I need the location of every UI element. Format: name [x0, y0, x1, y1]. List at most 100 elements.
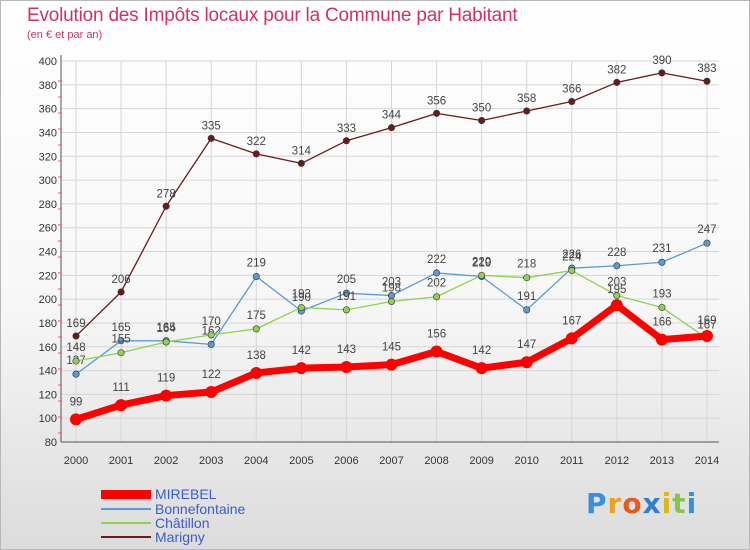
data-label-marigny: 390 — [652, 55, 671, 67]
data-point-mirebel — [250, 366, 263, 379]
data-point-bonnefontaine — [433, 269, 441, 277]
data-point-marigny — [387, 124, 395, 132]
x-tick-label: 2003 — [199, 455, 223, 467]
y-tick-label: 360 — [39, 104, 57, 116]
data-label-bonnefontaine: 203 — [382, 277, 401, 289]
y-tick-label: 80 — [45, 437, 57, 449]
data-point-mirebel — [340, 360, 353, 373]
x-tick-label: 2001 — [109, 455, 133, 467]
data-point-mirebel — [430, 345, 443, 358]
data-label-chatillon: 170 — [202, 316, 221, 328]
data-label-marigny: 356 — [427, 95, 446, 107]
data-label-mirebel: 111 — [112, 382, 129, 394]
y-tick-label: 340 — [39, 127, 57, 139]
data-point-bonnefontaine — [613, 262, 621, 270]
data-label-marigny: 358 — [517, 93, 536, 105]
x-tick-label: 2011 — [560, 455, 584, 467]
data-point-chatillon — [387, 298, 395, 306]
data-label-chatillon: 202 — [427, 278, 446, 290]
y-tick-labels: 80 100 120 140 160 180 200 220 240 260 280 300 320 34… — [39, 56, 57, 449]
y-tick-label: 300 — [39, 175, 57, 187]
data-point-chatillon — [117, 349, 125, 357]
legend-item-bonnefontaine: Bonnefontaine — [101, 502, 245, 516]
data-point-chatillon — [297, 303, 305, 311]
x-tick-label: 2008 — [424, 455, 448, 467]
legend-swatch-chatillon — [101, 522, 151, 524]
y-tick-label: 100 — [39, 413, 57, 425]
data-label-bonnefontaine: 165 — [157, 322, 176, 334]
data-label-chatillon: 220 — [472, 256, 491, 268]
legend-swatch-mirebel — [101, 489, 151, 499]
y-tick-label: 260 — [39, 223, 57, 235]
y-tick-label: 280 — [39, 199, 57, 211]
proxiti-logo: Proxiti — [586, 487, 697, 520]
data-point-marigny — [703, 77, 711, 85]
y-tick-label: 200 — [39, 294, 57, 306]
data-point-bonnefontaine — [72, 370, 80, 378]
data-label-chatillon: 191 — [337, 291, 356, 303]
y-tick-label: 400 — [39, 56, 57, 68]
data-label-chatillon: 224 — [562, 252, 582, 264]
data-point-marigny — [297, 159, 305, 167]
x-tick-labels: 2000 2001 2002 2003 2004 2005 2006 2007 2008 2009… — [64, 455, 719, 467]
data-label-marigny: 322 — [247, 136, 266, 148]
data-label-bonnefontaine: 165 — [111, 322, 130, 334]
data-label-bonnefontaine: 247 — [697, 224, 716, 236]
data-label-marigny: 206 — [111, 274, 130, 286]
data-label-bonnefontaine: 191 — [517, 291, 536, 303]
data-point-chatillon — [433, 293, 441, 301]
data-point-mirebel — [520, 356, 533, 369]
data-point-chatillon — [568, 267, 576, 275]
extra-data-labels: 195 169 — [607, 284, 716, 327]
data-label-mirebel: 142 — [292, 345, 311, 357]
data-point-bonnefontaine — [117, 337, 125, 345]
legend-item-chatillon: Châtillon — [101, 516, 209, 530]
data-point-mirebel — [610, 299, 623, 312]
data-label-marigny: 344 — [382, 110, 402, 122]
data-point-chatillon — [207, 331, 215, 339]
legend-item-mirebel: MIREBEL — [101, 487, 216, 501]
data-point-bonnefontaine — [207, 340, 215, 348]
y-tick-label: 160 — [39, 342, 57, 354]
legend-item-marigny: Marigny — [101, 530, 205, 544]
legend-label-chatillon: Châtillon — [155, 515, 210, 531]
data-label-marigny: 333 — [337, 123, 356, 135]
data-label-marigny: 383 — [697, 63, 716, 75]
data-point-marigny — [658, 69, 666, 77]
y-tick-label: 320 — [39, 151, 57, 163]
data-point-mirebel — [70, 413, 82, 426]
x-tick-label: 2013 — [650, 455, 674, 467]
data-point-marigny — [433, 109, 441, 117]
logo-letter: o — [622, 487, 643, 520]
data-point-chatillon — [523, 274, 531, 282]
x-tick-label: 2014 — [695, 455, 719, 467]
data-label-bonnefontaine: 226 — [562, 249, 581, 261]
data-label-marigny: 350 — [472, 103, 491, 115]
y-tick-label: 380 — [39, 80, 57, 92]
logo-letter: i — [661, 487, 673, 520]
data-point-bonnefontaine — [523, 306, 531, 314]
data-label-marigny: 314 — [292, 145, 312, 157]
logo-letter: x — [642, 487, 662, 520]
series-marigny: 169 206 278 335 322 314 333 344 356 350 358 366 382 3… — [66, 55, 717, 340]
data-label-chatillon: 175 — [247, 310, 266, 322]
data-point-bonnefontaine — [252, 273, 260, 281]
logo-letter: i — [686, 487, 698, 520]
data-label-mirebel: 122 — [202, 369, 221, 381]
data-point-marigny — [72, 332, 80, 340]
data-label-chatillon: 193 — [292, 288, 311, 300]
data-label-mirebel: 99 — [70, 396, 83, 408]
data-label-marigny: 366 — [562, 83, 581, 95]
data-label-mirebel: 142 — [472, 345, 491, 357]
x-tick-label: 2012 — [605, 455, 629, 467]
data-label-bonnefontaine: 219 — [247, 258, 266, 270]
y-tick-label: 220 — [39, 270, 57, 282]
data-point-marigny — [568, 97, 576, 105]
legend-label-mirebel: MIREBEL — [155, 486, 217, 502]
data-label-chatillon: 164 — [157, 323, 177, 335]
data-point-chatillon — [613, 292, 621, 300]
x-tick-label: 2004 — [244, 455, 268, 467]
data-point-mirebel — [475, 362, 488, 375]
data-label-bonnefontaine: 190 — [292, 292, 311, 304]
